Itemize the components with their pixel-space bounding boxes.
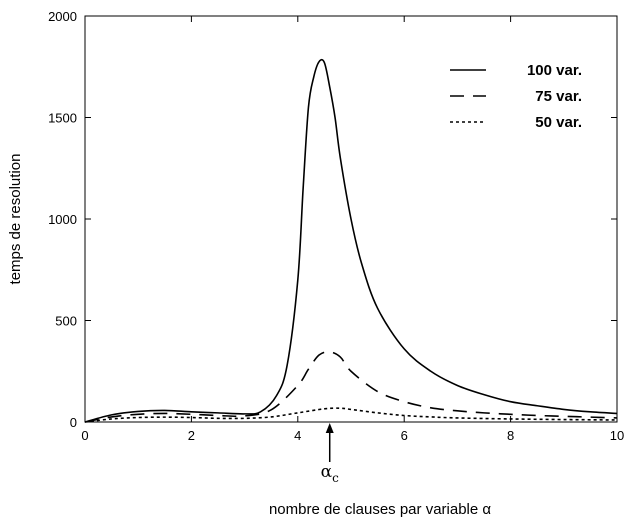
alpha-c-arrow-head (325, 423, 334, 433)
y-tick-label: 1000 (48, 212, 77, 227)
y-tick-label: 0 (70, 415, 77, 430)
y-tick-label: 2000 (48, 9, 77, 24)
legend-label: 50 var. (535, 114, 582, 131)
alpha-c-subscript: c (332, 471, 339, 485)
x-tick-label: 8 (507, 428, 514, 443)
axis-ticks: 0 2 4 6 8 10 0 500 1000 1500 2000 (48, 9, 624, 443)
legend: 100 var. 75 var. 50 var. (450, 62, 582, 131)
series-lines (84, 58, 618, 423)
series-line-2 (84, 351, 618, 423)
x-tick-label: 2 (188, 428, 195, 443)
series-line-1 (84, 58, 618, 423)
y-axis-label: temps de resolution (7, 154, 24, 285)
x-tick-label: 6 (401, 428, 408, 443)
series-line-3 (84, 407, 618, 423)
legend-label: 100 var. (527, 62, 582, 79)
y-tick-label: 1500 (48, 111, 77, 126)
alpha-c-annotation: αc (321, 423, 339, 485)
x-tick-label: 4 (294, 428, 301, 443)
x-axis-label: nombre de clauses par variable α (269, 501, 491, 518)
legend-label: 75 var. (535, 88, 582, 105)
y-tick-label: 500 (55, 314, 77, 329)
alpha-c-label: αc (321, 462, 339, 485)
x-tick-label: 10 (610, 428, 624, 443)
x-tick-label: 0 (81, 428, 88, 443)
